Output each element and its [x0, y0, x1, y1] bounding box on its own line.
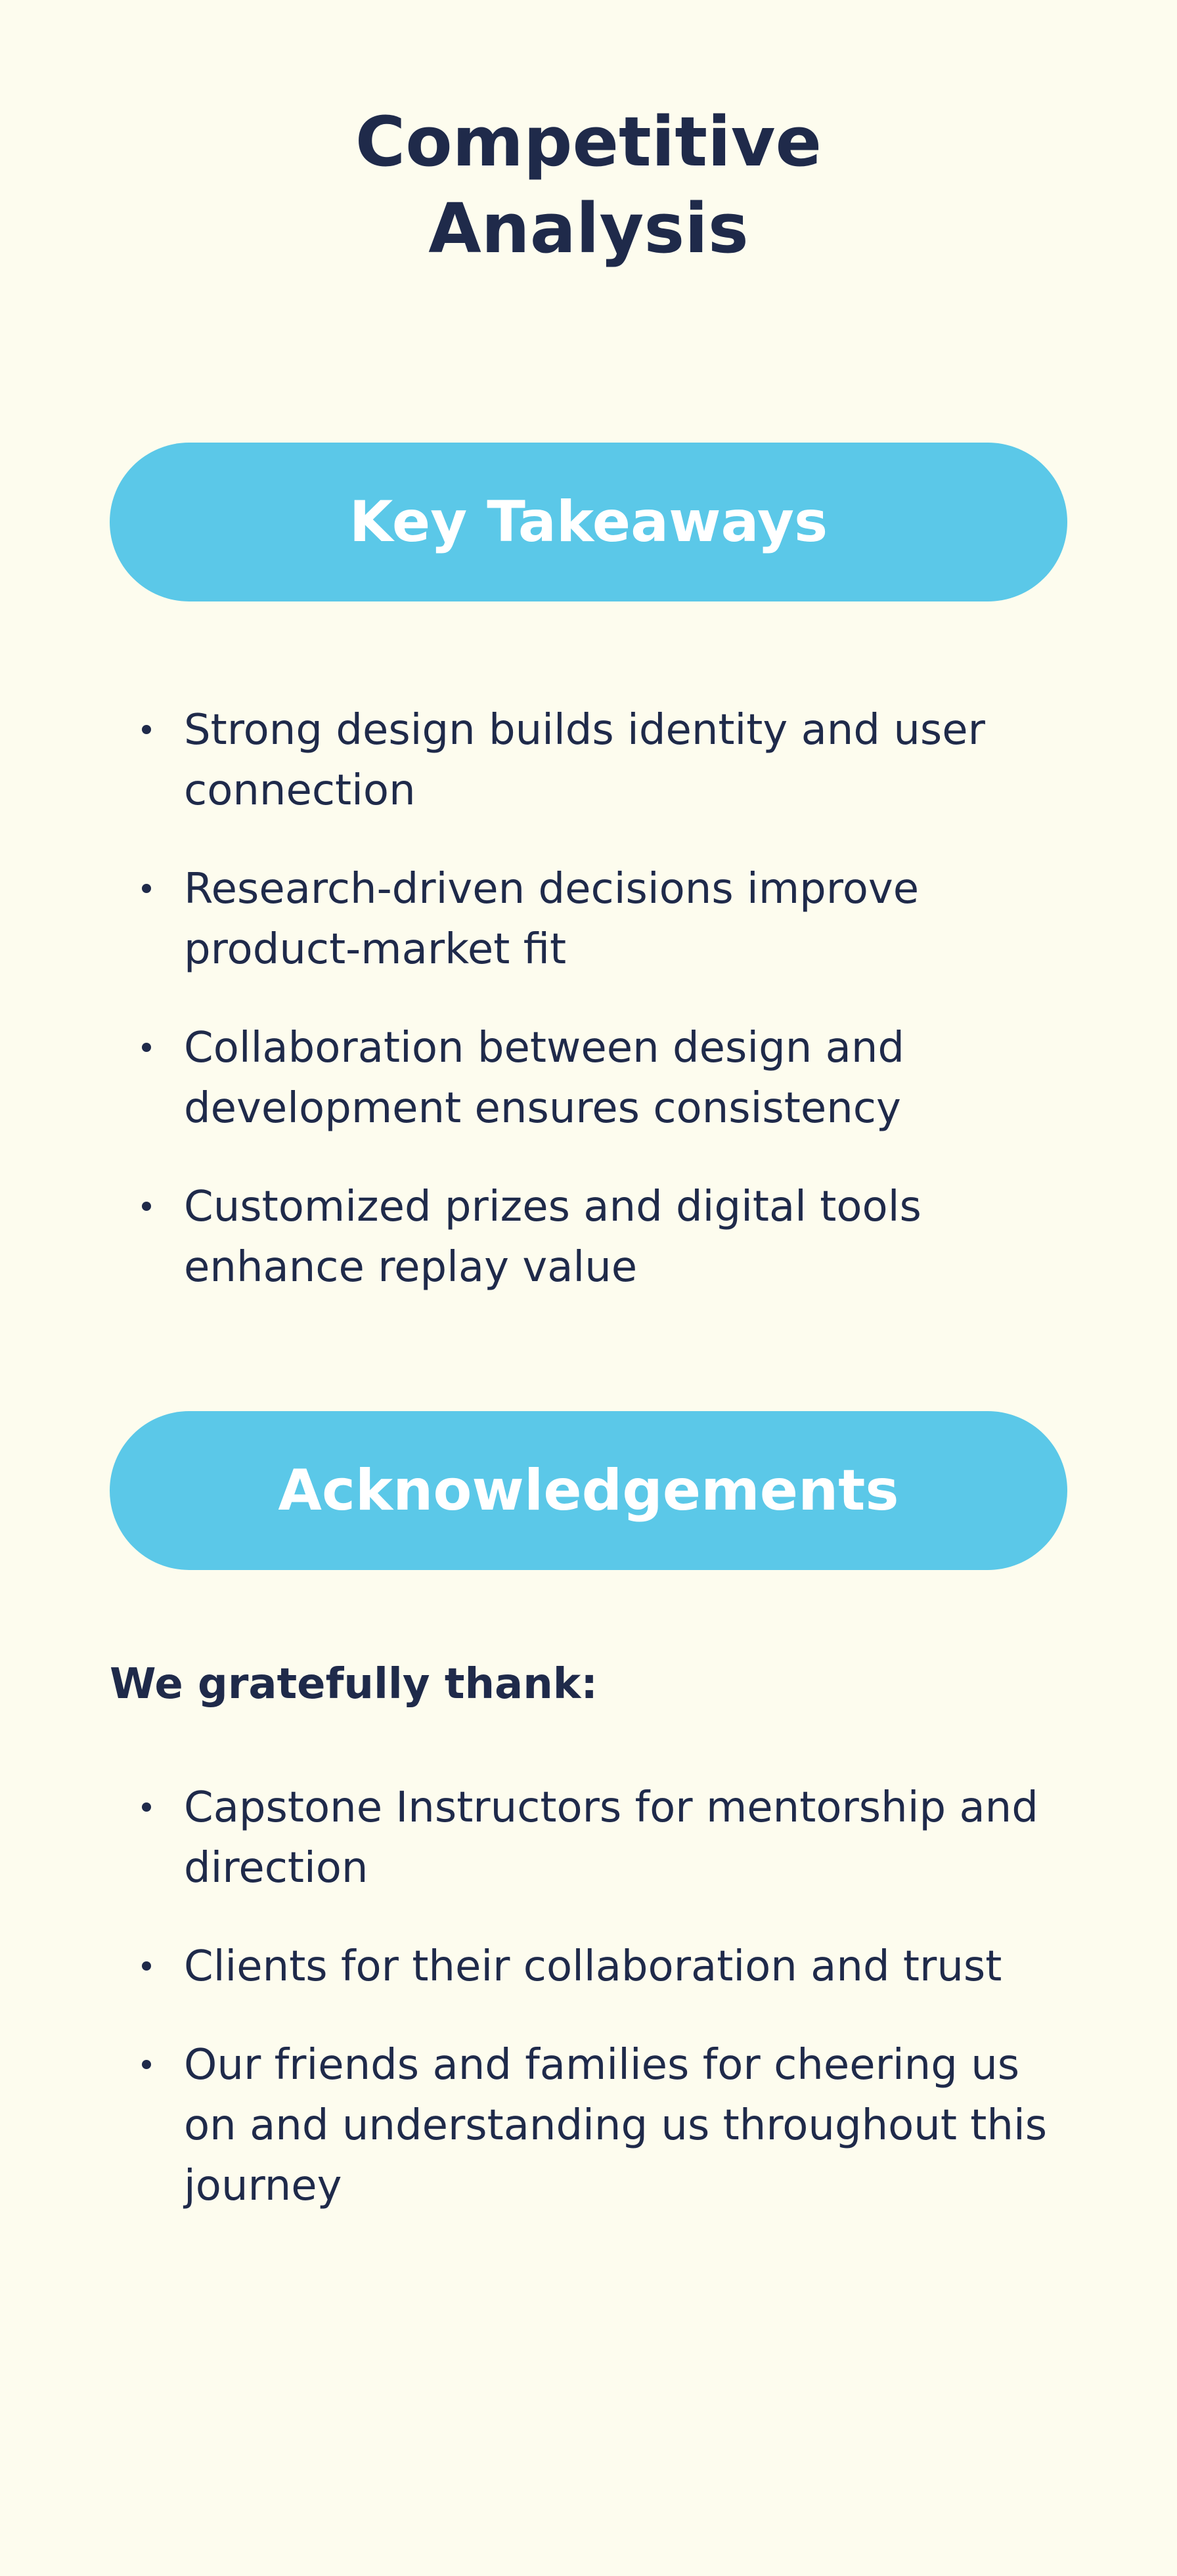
page-title-line-1: Competitive — [355, 102, 822, 182]
list-item: Clients for their collaboration and trus… — [131, 1936, 1077, 1997]
list-item: Strong design builds identity and user c… — [131, 700, 1077, 821]
key-takeaways-title: Key Takeaways — [349, 489, 828, 555]
list-item: Capstone Instructors for mentorship and … — [131, 1778, 1077, 1898]
list-item-text: Strong design builds identity and user c… — [184, 706, 985, 815]
list-item-text: Our friends and families for cheering us… — [184, 2041, 1048, 2210]
bullet-dot-icon — [142, 1802, 151, 1812]
key-takeaways-list: Strong design builds identity and user c… — [131, 700, 1077, 1336]
list-item-text: Capstone Instructors for mentorship and … — [184, 1783, 1038, 1892]
list-item: Customized prizes and digital tools enha… — [131, 1177, 1077, 1298]
acknowledgements-header: Acknowledgements — [110, 1411, 1067, 1570]
bullet-dot-icon — [142, 1043, 151, 1052]
page-title-line-2: Analysis — [428, 188, 749, 269]
key-takeaways-header: Key Takeaways — [110, 443, 1067, 601]
list-item: Research-driven decisions improve produc… — [131, 859, 1077, 980]
list-item: Collaboration between design and develop… — [131, 1018, 1077, 1139]
bullet-dot-icon — [142, 884, 151, 893]
bullet-dot-icon — [142, 1202, 151, 1211]
acknowledgements-title: Acknowledgements — [278, 1458, 899, 1523]
list-item-text: Collaboration between design and develop… — [184, 1024, 905, 1133]
list-item-text: Research-driven decisions improve produc… — [184, 865, 920, 974]
page-title: Competitive Analysis — [0, 98, 1177, 272]
bullet-dot-icon — [142, 725, 151, 734]
bullet-dot-icon — [142, 2060, 151, 2069]
bullet-dot-icon — [142, 1961, 151, 1971]
acknowledgements-list: Capstone Instructors for mentorship and … — [131, 1778, 1077, 2254]
list-item-text: Customized prizes and digital tools enha… — [184, 1183, 922, 1292]
list-item-text: Clients for their collaboration and trus… — [184, 1942, 1002, 1991]
thanks-intro: We gratefully thank: — [110, 1660, 598, 1709]
list-item: Our friends and families for cheering us… — [131, 2035, 1077, 2216]
